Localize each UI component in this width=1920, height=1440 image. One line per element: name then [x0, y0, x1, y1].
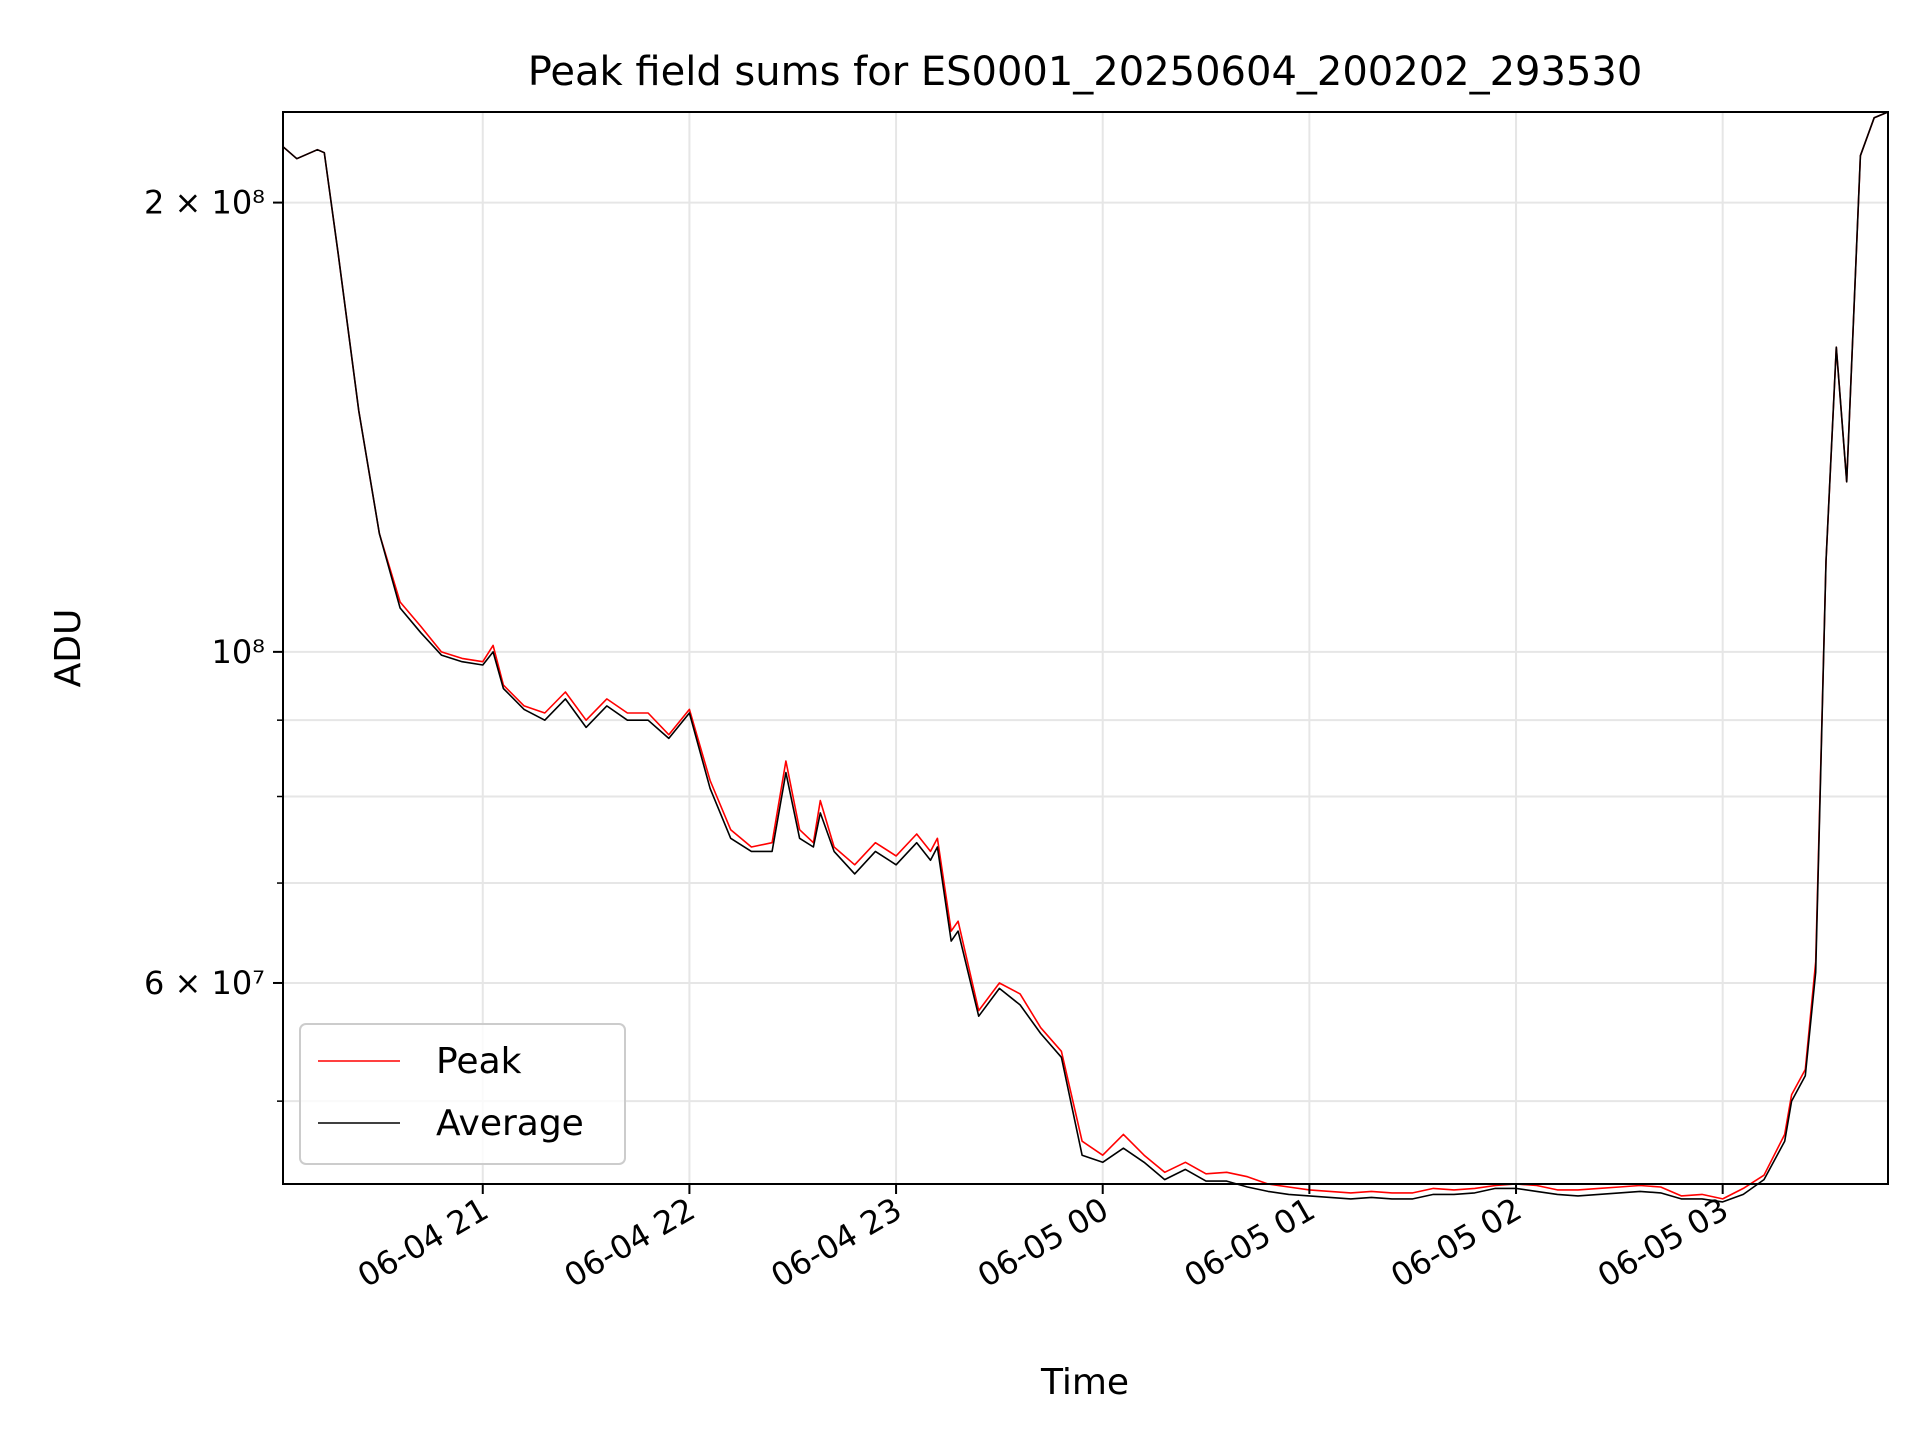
y-axis: 6 × 10⁷ 10⁸ 2 × 10⁸ — [144, 184, 283, 1102]
plot-frame — [282, 111, 1889, 1185]
legend-label-peak: Peak — [436, 1041, 522, 1082]
legend-box — [299, 1023, 626, 1165]
y-tick-label: 2 × 10⁸ — [144, 184, 265, 222]
series-line-average — [282, 111, 1889, 1203]
y-axis-label: ADU — [48, 609, 89, 688]
x-axis-label: Time — [1040, 1362, 1129, 1403]
grid — [283, 112, 1888, 1184]
series-layer — [282, 111, 1889, 1203]
legend: Peak Average — [299, 1023, 626, 1165]
y-tick-label: 6 × 10⁷ — [144, 964, 265, 1002]
series-line-peak — [282, 111, 1889, 1200]
legend-label-average: Average — [436, 1103, 584, 1144]
y-tick-label: 10⁸ — [211, 633, 265, 671]
chart-title: Peak field sums for ES0001_20250604_2002… — [528, 49, 1643, 95]
